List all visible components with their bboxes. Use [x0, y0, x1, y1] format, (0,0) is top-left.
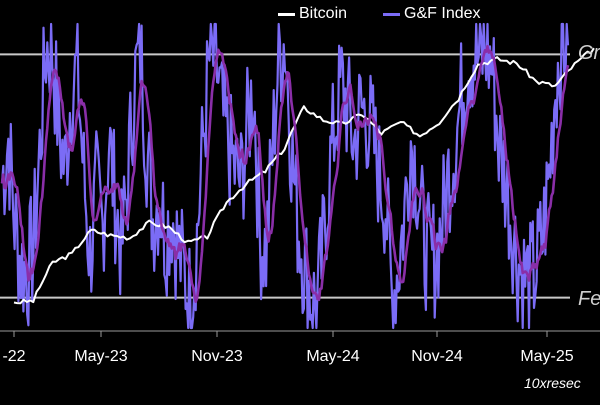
- bitcoin-line: [13, 47, 595, 305]
- x-tick-label: Nov-24: [411, 348, 463, 365]
- greed-line-label: Gr: [578, 42, 600, 64]
- legend-label-bitcoin: Bitcoin: [299, 5, 348, 22]
- legend-label-gf-index: G&F Index: [404, 5, 481, 22]
- fear-line-label: Fe: [578, 288, 600, 310]
- legend-swatch-bitcoin: [278, 12, 295, 16]
- source-label: 10xresec: [524, 375, 581, 391]
- legend-item-bitcoin: Bitcoin: [278, 5, 347, 23]
- legend-swatch-gf-index: [383, 12, 401, 16]
- x-tick-label: May-25: [520, 348, 574, 365]
- x-tick-label: May-24: [306, 348, 360, 365]
- gf-index-daily-line: [0, 22, 570, 330]
- x-tick-label: May-23: [74, 348, 128, 365]
- legend-item-gf-index: G&F Index: [383, 5, 481, 23]
- x-axis-labels: -22 May-23 Nov-23 May-24 Nov-24 May-25: [0, 348, 600, 372]
- x-tick-label: -22: [2, 348, 26, 365]
- legend: Bitcoin G&F Index: [278, 5, 481, 23]
- gf-index-smoothed-line: [0, 44, 570, 303]
- x-tick-label: Nov-23: [191, 348, 243, 365]
